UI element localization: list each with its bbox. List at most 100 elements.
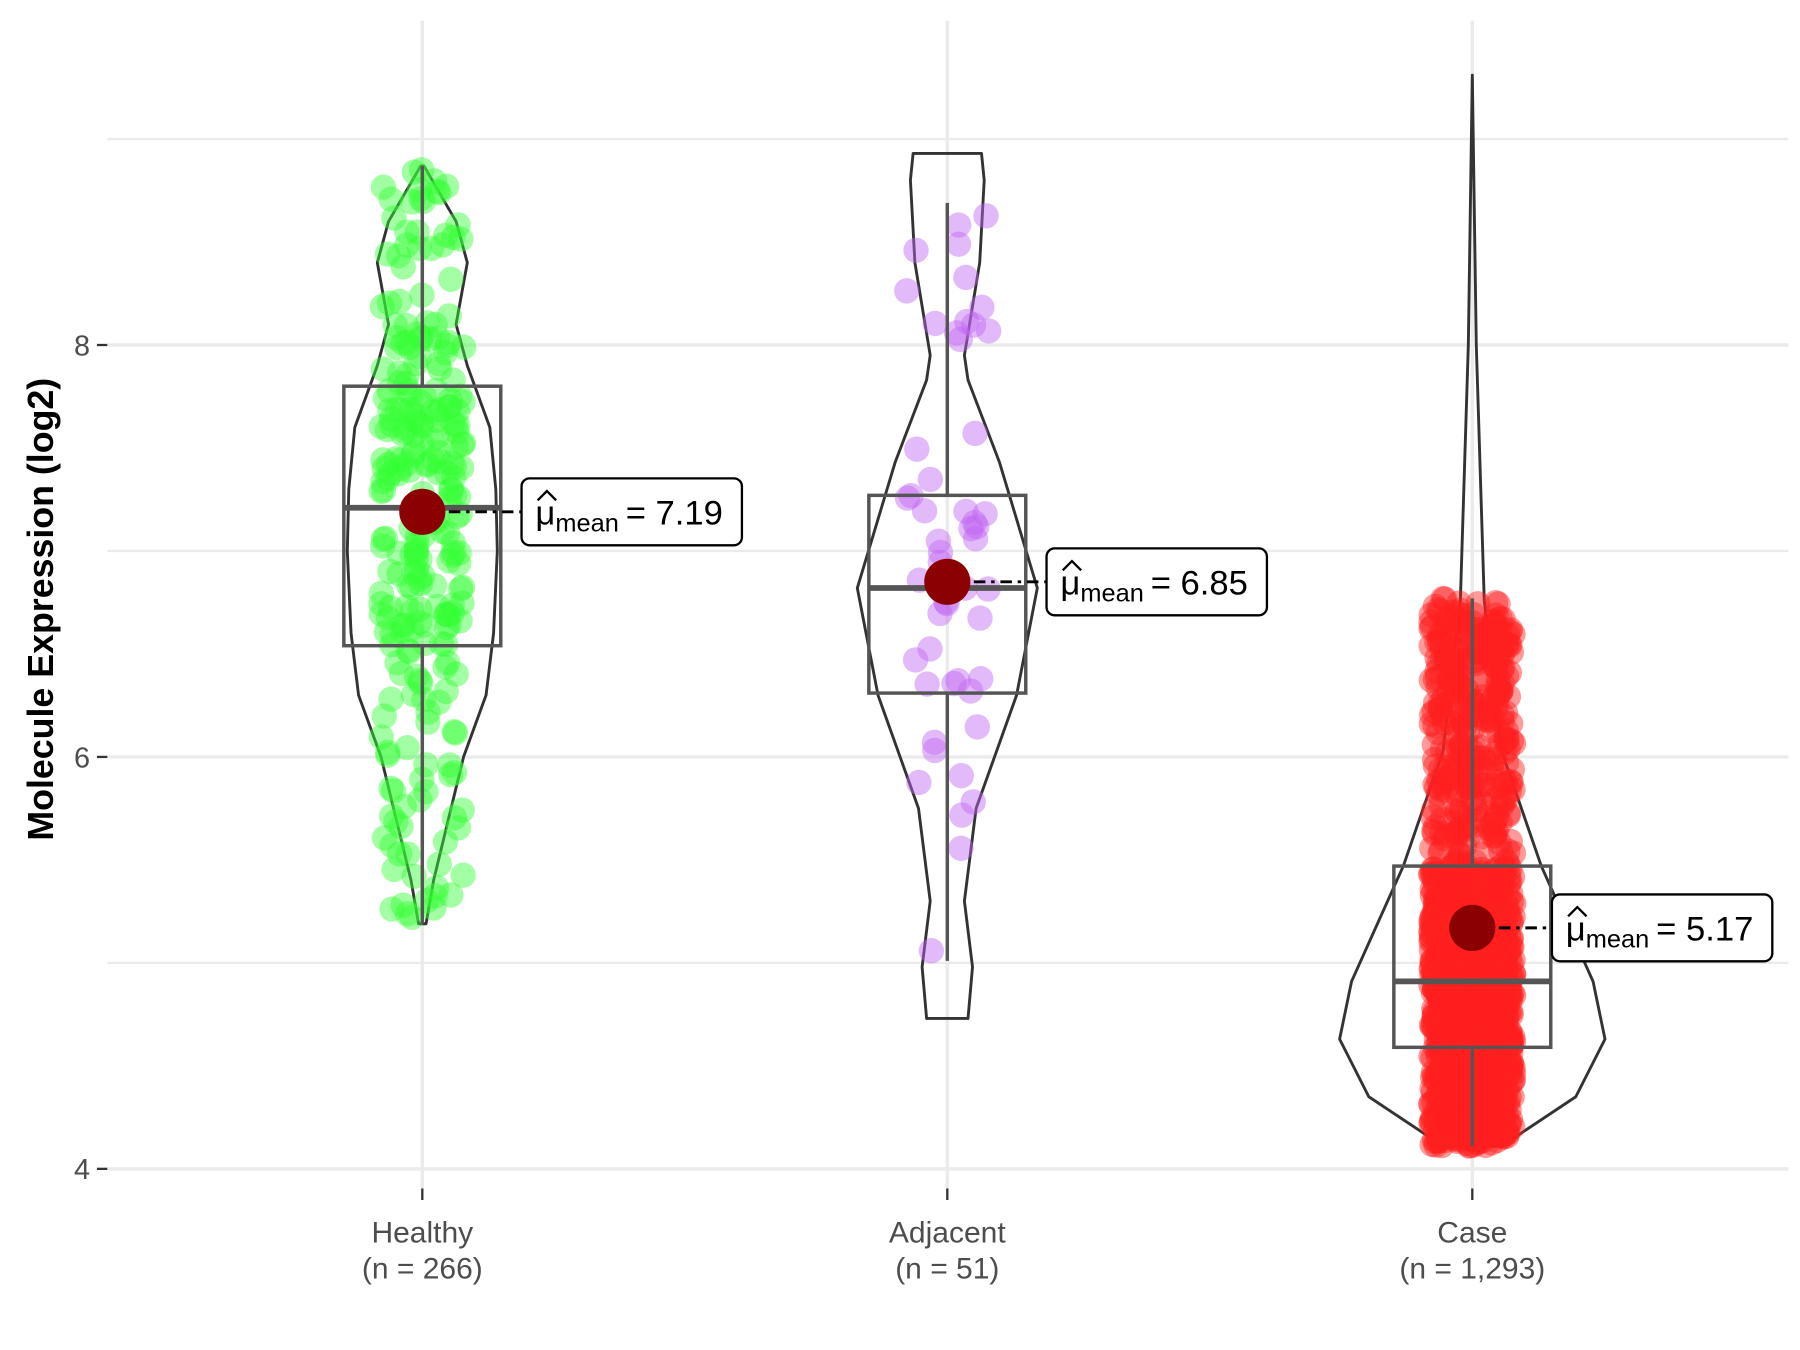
data-point [425,423,451,449]
data-point [1444,798,1470,825]
data-point [1477,618,1504,644]
data-point [1431,863,1457,889]
data-point [1436,971,1462,998]
data-point [1480,981,1506,1008]
data-point [425,459,452,486]
data-point [1448,1052,1475,1079]
data-point [1428,1104,1455,1130]
data-point [922,737,948,764]
data-point [1497,710,1524,737]
mean-point [399,488,446,535]
data-point [1427,598,1453,625]
data-point [1480,639,1506,665]
data-point [1447,671,1474,698]
data-point [1462,849,1489,875]
data-point [1440,946,1467,972]
data-point [1448,986,1475,1012]
data-point [1454,950,1480,977]
data-point [1455,1008,1481,1035]
data-point [438,882,464,908]
data-point [1426,1079,1452,1106]
data-point [1474,1091,1500,1118]
data-point [1483,1116,1510,1143]
data-point [953,498,979,525]
data-point [1491,1071,1518,1097]
data-point [1425,596,1452,623]
data-point [1470,1083,1496,1109]
data-point [437,761,464,788]
data-point [1495,802,1521,828]
data-point [1445,874,1471,900]
data-point [1479,983,1505,1010]
data-point [1436,668,1462,694]
data-point [1422,753,1449,779]
data-point [1469,1020,1495,1046]
data-point [1490,790,1516,816]
data-point [1462,880,1488,906]
data-point [1489,1080,1515,1107]
data-point [1449,707,1475,733]
data-point [1483,802,1509,828]
data-point [1472,1132,1499,1159]
data-point [378,775,404,802]
data-point [1439,665,1465,692]
data-point [1429,1132,1455,1159]
data-point [1469,772,1495,798]
data-point [1418,908,1444,934]
data-point [1480,1023,1506,1050]
data-point [1473,1056,1499,1083]
data-point [1483,696,1509,722]
data-point [402,407,428,434]
data-point [427,448,453,475]
data-point [1498,950,1524,977]
x-tick-n-label: (n = 266) [362,1252,483,1285]
data-point [1481,608,1508,635]
data-point [1497,1060,1523,1086]
data-point [1476,699,1503,725]
data-point [1439,1023,1466,1049]
data-point [1445,946,1471,973]
data-point [1468,1109,1495,1135]
data-point [441,454,468,480]
data-point [1448,1090,1475,1116]
data-point [394,734,420,761]
data-point [1493,718,1519,744]
data-point [1497,1019,1523,1045]
data-point [1449,602,1475,628]
data-point [403,537,429,563]
data-point [1427,756,1454,783]
data-point [1498,1050,1524,1077]
data-point [1428,935,1455,962]
data-point [1442,658,1468,684]
data-point [1483,1085,1510,1112]
data-point [1462,1087,1488,1113]
data-point [1443,1003,1469,1029]
data-point [1492,700,1519,726]
data-point [1425,944,1451,970]
data-point [1433,1101,1460,1127]
data-point [1419,904,1445,930]
data-point [1425,675,1451,701]
data-point [1472,699,1498,725]
data-point [1491,786,1517,812]
data-point [422,311,448,338]
data-point [434,332,460,359]
data-point [1445,755,1471,782]
data-point [1440,1017,1467,1043]
data-point [1479,619,1505,646]
data-point [1451,636,1477,662]
data-point [1477,971,1504,998]
data-point [1484,1089,1510,1116]
data-point [1495,800,1521,827]
data-point [1423,886,1449,912]
data-point [1500,947,1526,973]
data-point [1486,678,1512,704]
data-point [1486,1059,1512,1086]
data-point [975,318,1002,344]
data-point [1471,956,1497,982]
data-point [1462,885,1489,912]
data-point [395,841,421,867]
data-point [1462,624,1489,650]
data-point [1475,990,1501,1017]
data-point [1434,691,1460,717]
